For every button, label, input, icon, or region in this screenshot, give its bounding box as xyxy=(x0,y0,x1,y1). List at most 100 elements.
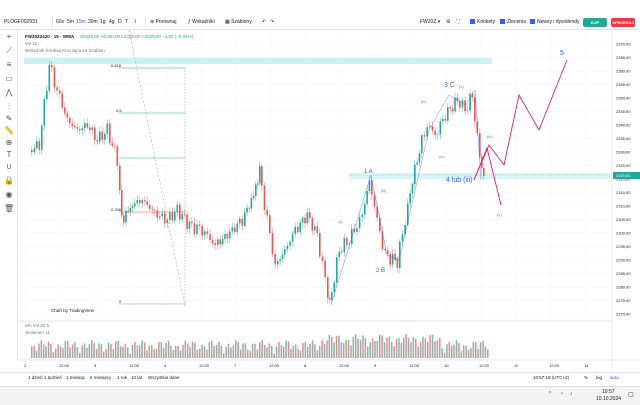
wave-label-ii-2: (ii) xyxy=(395,256,400,261)
pattern-icon[interactable]: ⋀ xyxy=(5,88,13,97)
price-tick-label: 2315,00 xyxy=(616,190,631,195)
wave-label-1a: 1 A xyxy=(364,169,373,175)
interval-d[interactable]: D xyxy=(118,19,122,25)
eye-icon[interactable]: ◉ xyxy=(5,190,13,199)
volume-icon[interactable]: ♪ xyxy=(570,391,573,397)
range-1d[interactable]: 1 dzień xyxy=(28,375,43,380)
fullscreen-icon[interactable]: ⛶ xyxy=(456,19,460,25)
interval-4g[interactable]: 4g xyxy=(109,19,115,25)
price-tick-label: 2300,00 xyxy=(616,231,631,236)
compare-icon: ⊕ xyxy=(150,19,155,25)
lock-icon[interactable]: 🔒 xyxy=(4,176,14,185)
fib-top-box[interactable] xyxy=(24,58,492,64)
forecast-wave[interactable] xyxy=(473,59,568,181)
compare-button[interactable]: ⊕ Porównaj xyxy=(150,19,177,25)
time-tick-label: 4 xyxy=(164,363,167,368)
top-toolbar: PLOGF002931 60s 5m 15m 30m 1g 4g D T ⌇ ⊕… xyxy=(0,14,640,30)
wave-label-i: (i) xyxy=(339,219,343,224)
settings-icon[interactable]: ⚙ xyxy=(446,19,451,25)
current-price-label: 2329,00 xyxy=(616,173,631,178)
undo-icon[interactable]: ↶ xyxy=(262,19,267,25)
symbol-search[interactable]: PLOGF002931 xyxy=(4,19,38,25)
interval-t[interactable]: T xyxy=(125,19,129,25)
chart-type-icon[interactable]: ⌇ xyxy=(134,19,137,25)
news-toggle[interactable]: Newsy i dywidendy xyxy=(530,17,580,27)
log-toggle[interactable]: log xyxy=(596,375,603,380)
range-all[interactable]: Wszystkie dane xyxy=(148,375,180,380)
legend-ohlc: O2329,00 H2330,00 L2328,00 C2329,00 −1,0… xyxy=(79,34,194,39)
notifications-icon[interactable]: ▢ xyxy=(628,392,634,398)
konkety-toggle[interactable]: Konkety xyxy=(470,17,495,27)
time-tick-label: 12:00 xyxy=(199,363,210,368)
time-tick-label: 12:00 xyxy=(549,363,560,368)
price-tick-label: 2305,00 xyxy=(616,217,631,222)
time-tick-label: 12:00 xyxy=(409,363,420,368)
sell-button[interactable]: SPRZEDAJ xyxy=(611,18,635,27)
time-tick-label: 8 xyxy=(304,363,307,368)
wave-label-5: 5 xyxy=(560,50,564,57)
trend-line-icon[interactable]: ⟋ xyxy=(6,46,12,55)
range-10y[interactable]: 10 lat xyxy=(131,375,143,380)
templates-icon: ▦ xyxy=(225,19,230,25)
time-tick-label: 10 xyxy=(444,363,449,368)
interval-5m[interactable]: 5m xyxy=(67,19,74,25)
wave-label-iv-2: (iv) xyxy=(487,134,493,139)
rectangle-icon[interactable]: ▭ xyxy=(5,74,13,83)
redo-icon[interactable]: ↷ xyxy=(270,19,275,25)
range-1w[interactable]: 1 tydzień xyxy=(44,375,63,380)
bottom-bar: 1 dzień 1 tydzień 1 miesiąc 6 miesięcy 1… xyxy=(0,372,640,384)
time-axis[interactable]: 2 12:00 3 12:00 4 12:00 7 12:00 8 12:00 9 12:00 10 12… xyxy=(24,363,589,368)
fib-label-0236: 0.236 xyxy=(111,207,122,212)
forecast-wave-alt[interactable] xyxy=(473,146,502,206)
tray-chevron-icon[interactable]: ⌃ xyxy=(548,391,553,397)
price-tick-label: 2295,00 xyxy=(616,244,631,249)
wave-label-iii-2: (iii) xyxy=(381,188,387,193)
wifi-icon[interactable]: ◔ xyxy=(560,391,564,397)
price-tick-label: 2335,00 xyxy=(616,136,631,141)
wave-label-iv: (iv) xyxy=(439,154,445,159)
taskbar-time[interactable]: 10:57 xyxy=(602,389,615,395)
interval-15m[interactable]: 15m xyxy=(76,19,86,25)
range-1m[interactable]: 1 miesiąc xyxy=(66,375,86,380)
time-tick-label: 12:00 xyxy=(479,363,490,368)
trash-icon[interactable]: 🗑 xyxy=(4,204,15,213)
elliott-wave-lines[interactable] xyxy=(330,89,482,306)
time-tick-label: 12:00 xyxy=(339,363,350,368)
range-6m[interactable]: 6 miesięcy xyxy=(90,375,112,380)
legend-volume: Vol 11 xyxy=(25,41,38,46)
text-icon[interactable]: T xyxy=(6,150,12,159)
brush-icon[interactable]: ✎ xyxy=(5,114,13,123)
ruler-icon[interactable]: 📏 xyxy=(4,126,14,135)
zlecenia-checkbox-icon xyxy=(500,19,505,25)
wave-label-v-2: (v) xyxy=(459,84,464,89)
zoom-icon[interactable]: ⊕ xyxy=(5,138,13,147)
interval-30m[interactable]: 30m xyxy=(88,19,98,25)
fib-icon[interactable]: ⫶ xyxy=(8,102,10,111)
time-tick-label: 14 xyxy=(584,363,589,368)
wave-label-v: (v) xyxy=(497,212,502,217)
auto-toggle[interactable]: auto xyxy=(610,375,619,380)
interval-1g[interactable]: 1g xyxy=(100,19,106,25)
time-tick-label: 12:00 xyxy=(129,363,140,368)
time-tick-label: 2 xyxy=(24,363,27,368)
crosshair-icon[interactable]: + xyxy=(6,32,12,41)
instrument-select[interactable]: FW20Z ▾ xyxy=(420,19,441,25)
horizontal-line-icon[interactable]: ≡ xyxy=(6,60,12,69)
tradingview-attribution: Chart by TradingView xyxy=(51,308,95,313)
taskbar-date[interactable]: 10.10.2024 xyxy=(596,396,622,402)
range-1y[interactable]: 1 rok xyxy=(117,375,128,380)
price-tick-label: 2350,00 xyxy=(616,96,631,101)
percent-toggle[interactable]: % xyxy=(584,375,589,380)
price-chart[interactable]: 0.618 0.5 0.236 0 3 C 5 1 A 2 B 4 lub (i… xyxy=(19,30,640,372)
indicators-button[interactable]: ƒ Wskaźniki xyxy=(188,19,215,25)
magnet-icon[interactable]: ∪ xyxy=(6,162,12,171)
volume-series xyxy=(31,334,489,358)
time-tick-label: 12:00 xyxy=(269,363,280,368)
price-tick-label: 2270,00 xyxy=(616,312,631,317)
templates-button[interactable]: ▦ Szablony xyxy=(225,19,252,25)
price-axis[interactable]: 2370,00 2365,00 2360,00 2355,00 2350,00 2345,… xyxy=(616,42,631,317)
zlecenia-toggle[interactable]: Zlecenia xyxy=(500,17,526,27)
price-tick-label: 2370,00 xyxy=(616,42,631,47)
buy-button[interactable]: KUP xyxy=(583,18,607,27)
interval-60s[interactable]: 60s xyxy=(56,19,65,25)
